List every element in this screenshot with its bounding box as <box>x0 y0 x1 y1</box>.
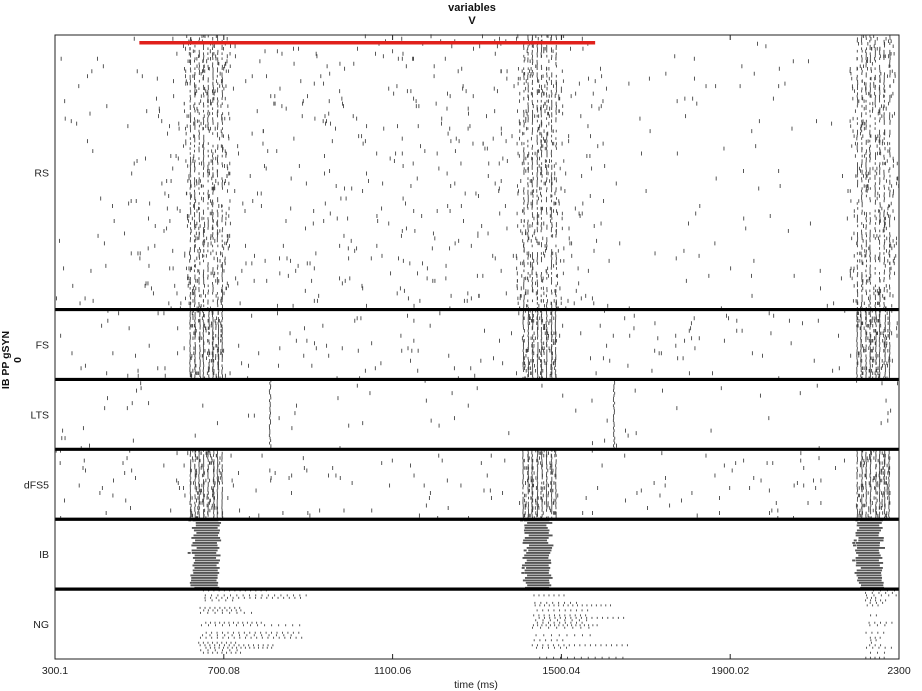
x-tick-label: 300.1 <box>42 665 68 677</box>
stimulus-bar <box>139 41 596 45</box>
plot-area-border <box>54 34 900 660</box>
y-tick-label-fs: FS <box>36 340 49 352</box>
x-tick-label: 2300 <box>887 665 911 677</box>
rs-spike-marks <box>56 34 900 311</box>
y-tick-label-dfs5: dFS5 <box>24 479 49 491</box>
y-tick-label-lts: LTS <box>31 409 49 421</box>
population-ng <box>198 589 897 659</box>
x-axis-label: time (ms) <box>454 679 498 691</box>
chart-subtitle: V <box>468 15 476 27</box>
y-tick-label-ng: NG <box>33 619 49 631</box>
y-tick-label-ib: IB <box>39 549 49 561</box>
population-separators <box>55 307 899 591</box>
dfs5-spike-marks <box>55 448 891 520</box>
y-axis-label: IB PP gSYN 0 <box>0 331 24 389</box>
fs-spike-marks <box>60 308 898 381</box>
x-tick-label: 1100.06 <box>374 665 411 677</box>
y-tick-labels: RS FS LTS dFS5 IB NG <box>24 167 49 631</box>
ib-burst-marks <box>187 519 885 589</box>
y-axis-label-line2: 0 <box>12 357 24 363</box>
spike-raster <box>55 34 900 659</box>
lts-spike-marks <box>61 378 898 451</box>
x-tick-label: 700.08 <box>208 665 240 677</box>
population-fs <box>60 308 898 381</box>
y-axis-label-line1: IB PP gSYN <box>0 331 12 389</box>
ng-spike-marks <box>198 589 897 659</box>
x-tick-label: 1500.04 <box>542 665 580 677</box>
x-tick-label: 1900.02 <box>711 665 749 677</box>
population-rs <box>56 34 900 311</box>
population-lts <box>61 378 898 451</box>
y-tick-label-rs: RS <box>34 167 49 179</box>
x-ticks: 300.1 700.08 1100.06 1500.04 1900.02 2300 <box>42 35 911 677</box>
population-dfs5 <box>55 448 891 520</box>
chart-title: variables <box>448 2 496 14</box>
population-ib <box>187 519 885 589</box>
